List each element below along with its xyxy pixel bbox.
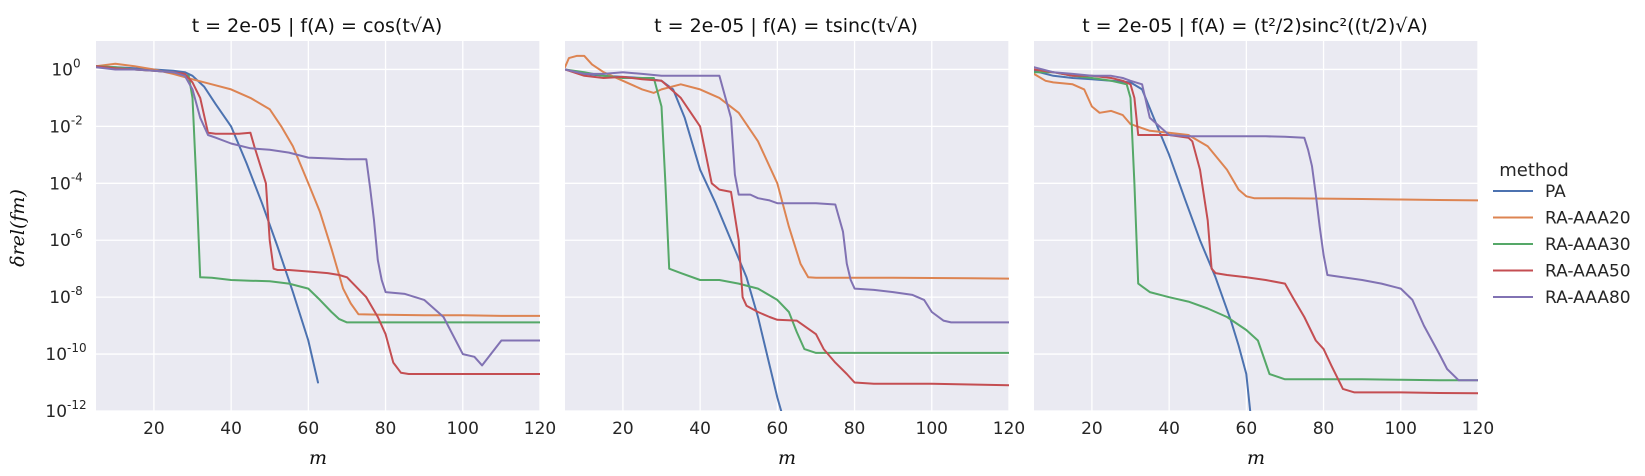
series-line-ra-aaa80 bbox=[565, 68, 1009, 324]
series-line-ra-aaa50 bbox=[1034, 68, 1478, 395]
x-tick-label: 60 bbox=[1236, 419, 1258, 439]
x-tick-label: 60 bbox=[767, 419, 789, 439]
x-tick-label: 80 bbox=[1313, 419, 1335, 439]
panel-3-background bbox=[1034, 41, 1478, 411]
panels: 20 40 60 80 100 120 100 10-2 10-4 10-6 10-8 10-10 10… bbox=[45, 41, 1494, 439]
x-tick-label: 120 bbox=[524, 419, 556, 439]
panel-2-x-axis-label: m bbox=[778, 447, 796, 469]
panel-3-title: t = 2e-05 | f(A) = (t²/2)sinc²((t/2)√A) bbox=[1082, 15, 1428, 37]
legend-label: RA-AAA20 bbox=[1545, 209, 1631, 229]
x-tick-label: 20 bbox=[143, 419, 165, 439]
y-tick-label: 10-12 bbox=[45, 398, 86, 422]
x-tick-label: 40 bbox=[1158, 419, 1180, 439]
x-tick-label: 20 bbox=[1081, 419, 1103, 439]
panel-1-x-axis-label: m bbox=[309, 447, 327, 469]
x-tick-label: 20 bbox=[612, 419, 634, 439]
panel-3-series bbox=[1034, 66, 1478, 411]
x-tick-label: 60 bbox=[298, 419, 320, 439]
panel-1-background bbox=[96, 41, 540, 411]
x-tick-label: 100 bbox=[1385, 419, 1417, 439]
y-tick-label: 10-4 bbox=[49, 170, 83, 194]
x-tick-label: 40 bbox=[220, 419, 242, 439]
legend-label: RA-AAA80 bbox=[1545, 288, 1631, 308]
x-tick-label: 40 bbox=[689, 419, 711, 439]
panel-3-x-axis-label: m bbox=[1247, 447, 1265, 469]
y-axis-label: δrel(fm) bbox=[7, 189, 29, 267]
panel-2-title: t = 2e-05 | f(A) = tsinc(t√A) bbox=[654, 15, 918, 37]
y-tick-label: 10-10 bbox=[45, 341, 86, 365]
series-line-ra-aaa30 bbox=[1034, 71, 1478, 382]
x-tick-label: 100 bbox=[447, 419, 479, 439]
y-tick-label: 100 bbox=[51, 56, 80, 80]
y-tick-label: 10-6 bbox=[49, 227, 83, 251]
series-line-ra-aaa20 bbox=[1034, 72, 1478, 202]
series-line-ra-aaa20 bbox=[565, 54, 1009, 280]
x-tick-label: 80 bbox=[844, 419, 866, 439]
legend-label: RA-AAA50 bbox=[1545, 262, 1631, 282]
panel-1-title: t = 2e-05 | f(A) = cos(t√A) bbox=[192, 15, 443, 37]
series-line-ra-aaa80 bbox=[96, 66, 540, 367]
panel-1: 20 40 60 80 100 120 100 10-2 10-4 10-6 10-8 10-10 10… bbox=[45, 41, 556, 439]
panel-1-series bbox=[96, 62, 540, 384]
series-line-ra-aaa80 bbox=[1034, 66, 1478, 382]
series-line-ra-aaa50 bbox=[96, 65, 540, 375]
series-line-ra-aaa50 bbox=[565, 68, 1009, 387]
series-line-pa bbox=[1034, 69, 1252, 411]
series-line-ra-aaa30 bbox=[565, 68, 1009, 354]
legend-label: PA bbox=[1545, 182, 1566, 202]
y-tick-label: 10-8 bbox=[49, 284, 83, 308]
legend-title: method bbox=[1499, 160, 1569, 181]
x-tick-label: 120 bbox=[993, 419, 1025, 439]
x-tick-label: 120 bbox=[1462, 419, 1494, 439]
panel-3: 20 40 60 80 100 120 bbox=[1034, 41, 1494, 439]
legend-label: RA-AAA30 bbox=[1545, 235, 1631, 255]
legend: method PA RA-AAA20 RA-AAA30 RA-AAA50 RA-AAA8… bbox=[1493, 160, 1631, 308]
panel-2-series bbox=[565, 54, 1009, 411]
x-tick-label: 100 bbox=[916, 419, 948, 439]
panel-2-background bbox=[565, 41, 1009, 411]
x-tick-label: 80 bbox=[375, 419, 397, 439]
panel-2: 20 40 60 80 100 120 bbox=[565, 41, 1025, 439]
y-tick-label: 10-2 bbox=[49, 113, 83, 137]
